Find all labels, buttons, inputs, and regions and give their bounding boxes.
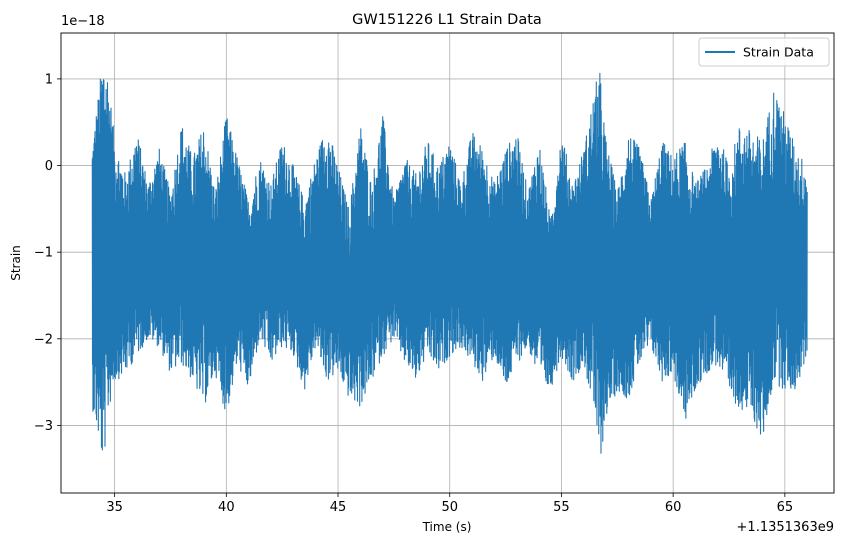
legend: Strain Data — [698, 37, 830, 67]
legend-entry: Strain Data — [743, 45, 814, 60]
x-tick-label: 50 — [441, 500, 458, 515]
x-tick-label: 35 — [106, 500, 123, 515]
chart-title: GW151226 L1 Strain Data — [352, 12, 542, 28]
legend-box — [698, 37, 830, 67]
y-tick-label: −3 — [34, 419, 53, 434]
data-series — [91, 72, 808, 454]
strain-data-line — [91, 72, 808, 454]
x-tick-label: 45 — [330, 500, 347, 515]
y-axis-ticks: 1 0 −1 −2 −3 — [34, 72, 61, 434]
plot-frame — [60, 32, 835, 494]
y-tick-label: 0 — [45, 159, 53, 174]
y-tick-label: −1 — [34, 246, 53, 261]
x-tick-label: 60 — [665, 500, 682, 515]
x-tick-label: 65 — [777, 500, 794, 515]
y-tick-label: 1 — [45, 72, 53, 87]
x-tick-label: 40 — [218, 500, 235, 515]
x-tick-label: 55 — [553, 500, 570, 515]
x-offset-label: +1.1351363e9 — [737, 520, 834, 535]
y-axis-label: Strain — [9, 245, 23, 281]
x-axis-label: Time (s) — [422, 520, 472, 534]
x-axis-ticks: 35 40 45 50 55 60 65 — [106, 493, 793, 515]
y-tick-label: −2 — [34, 332, 53, 347]
y-scale-offset: 1e−18 — [61, 14, 105, 29]
